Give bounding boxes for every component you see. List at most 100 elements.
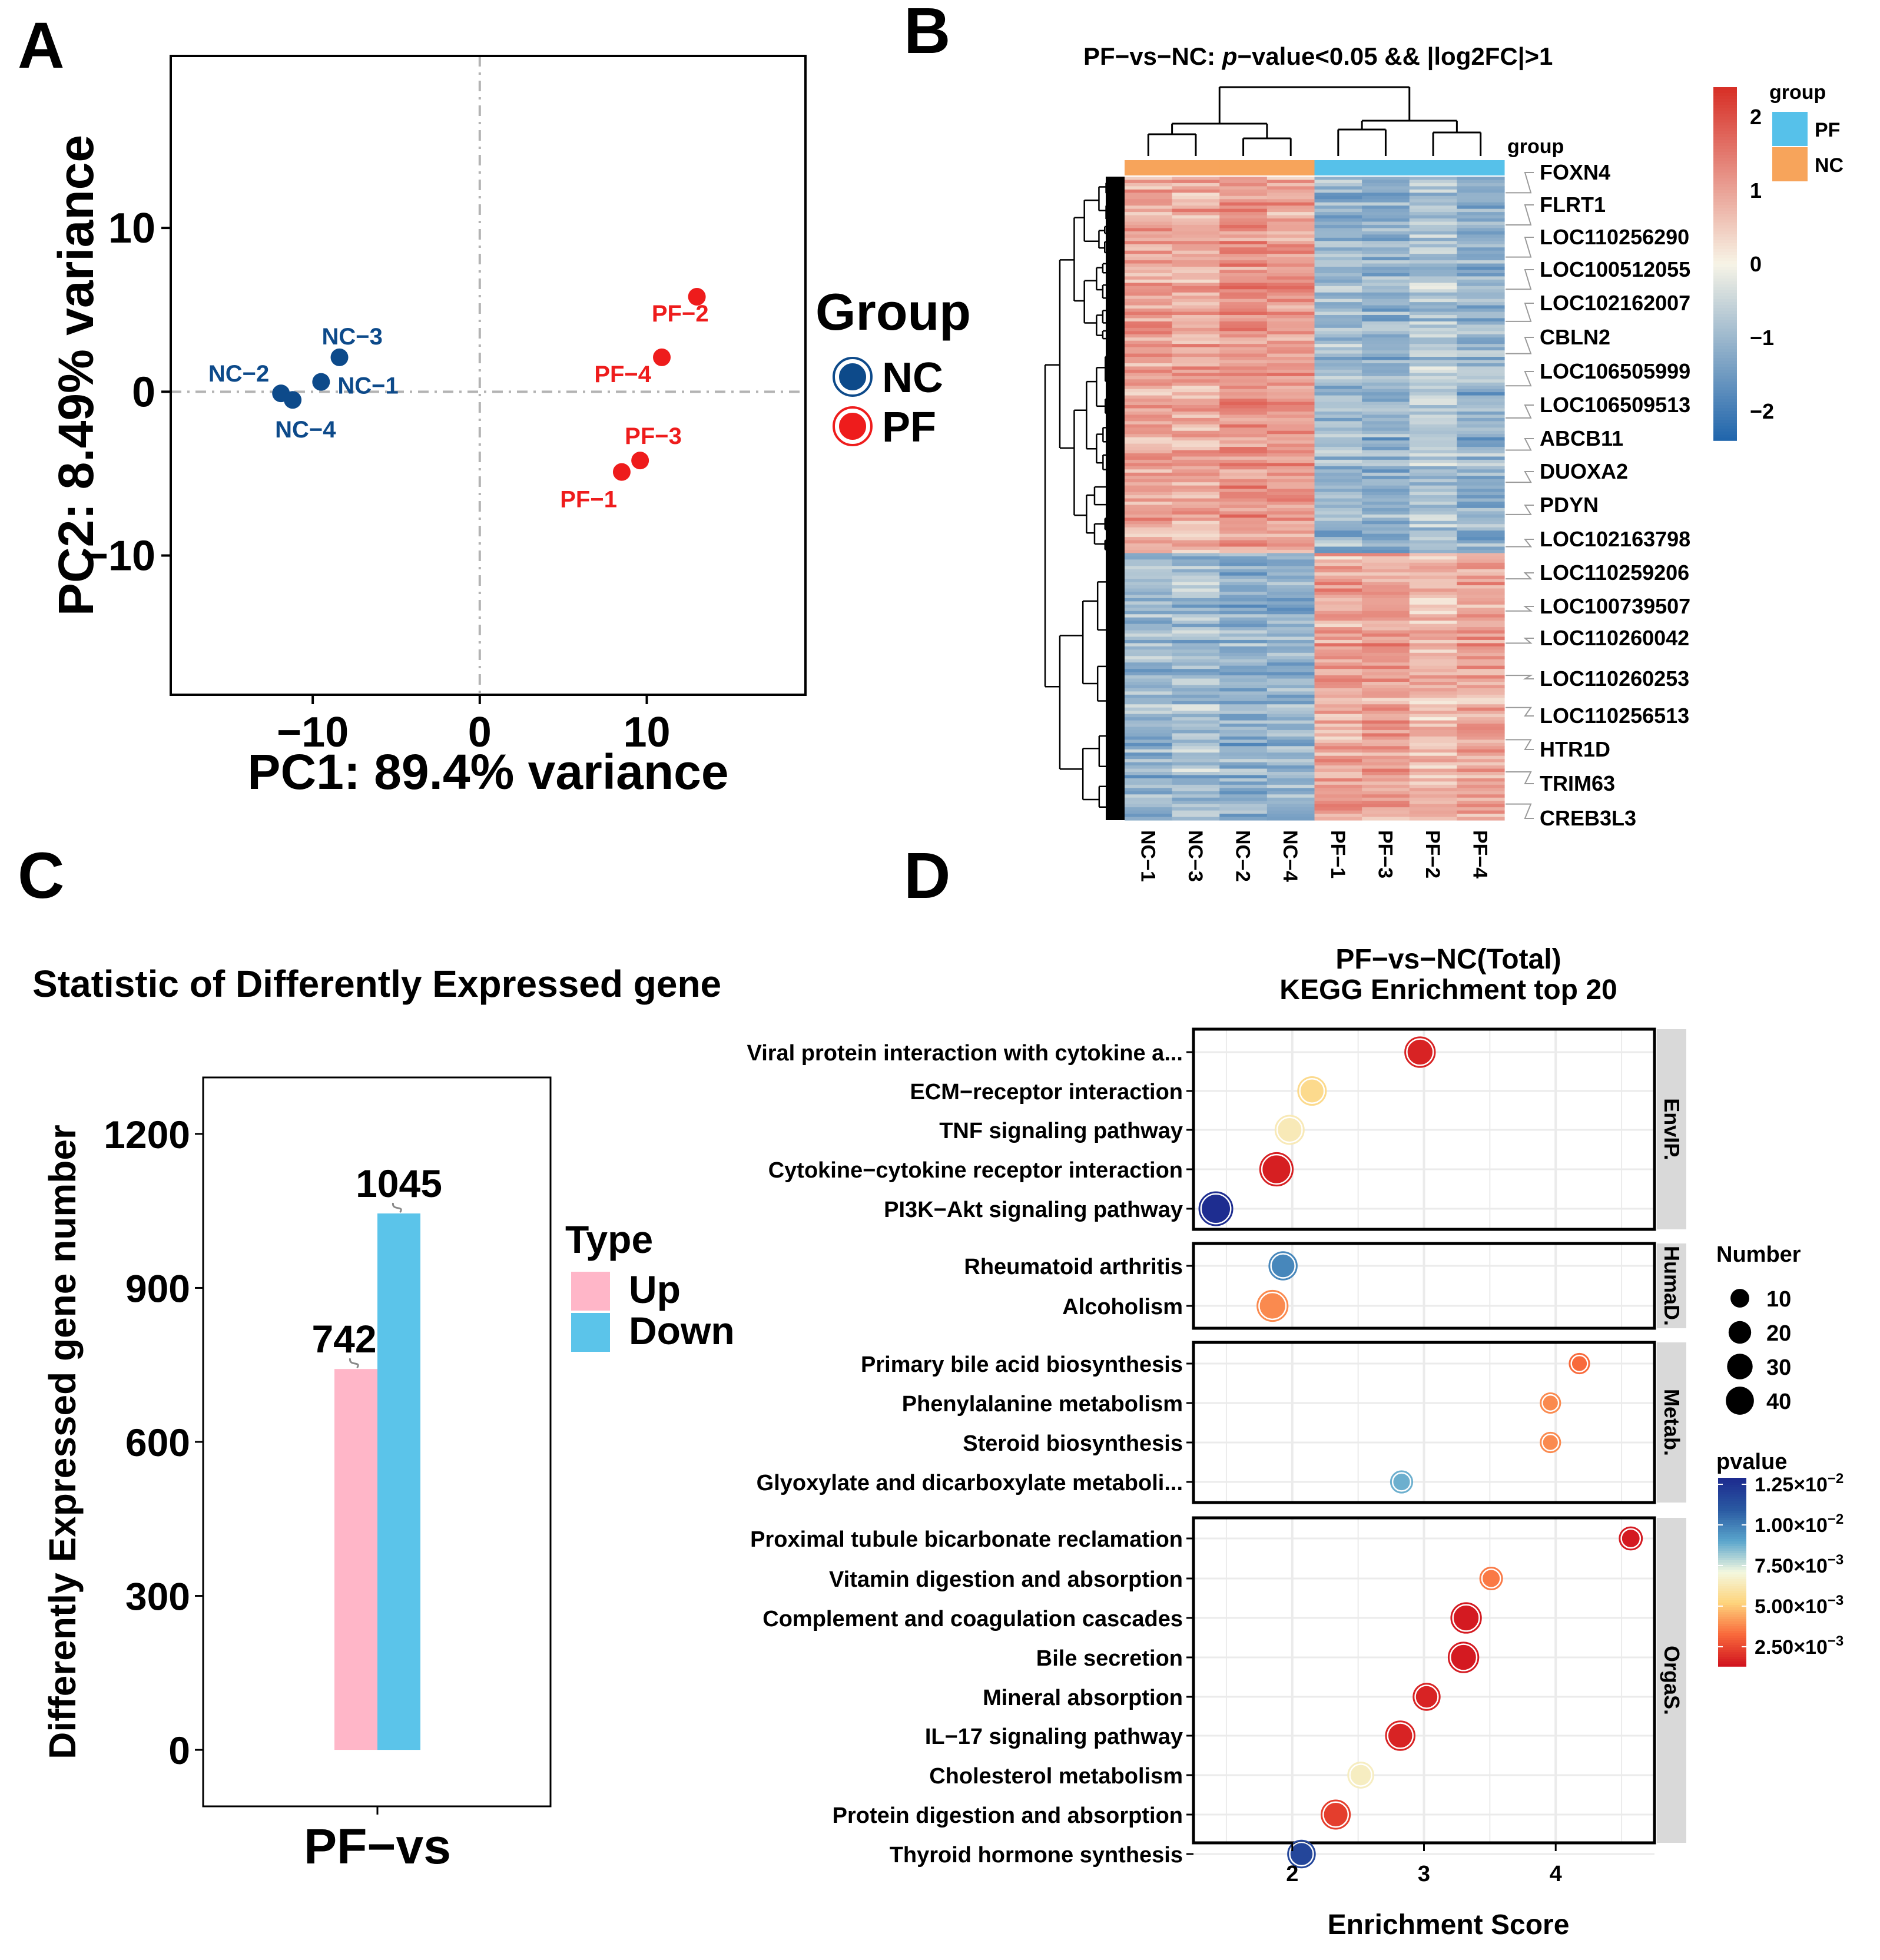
heatmap-cell [1266, 495, 1315, 499]
heatmap-cell [1362, 244, 1410, 248]
heatmap-cell [1457, 736, 1505, 740]
heatmap-cell [1266, 476, 1315, 480]
heatmap-cell [1314, 430, 1362, 435]
heatmap-cell [1409, 778, 1457, 782]
heatmap-cell [1409, 643, 1457, 647]
heatmap-cell [1172, 727, 1220, 731]
x-axis-label: Enrichment Score [1328, 1909, 1570, 1941]
heatmap-cell [1125, 340, 1173, 344]
heatmap-cell [1219, 389, 1268, 393]
heatmap-cell [1457, 643, 1505, 647]
heatmap-cell [1409, 347, 1457, 351]
heatmap-cell [1219, 652, 1268, 656]
heatmap-cell [1125, 505, 1173, 509]
colorbar-step [1718, 1600, 1746, 1603]
row-label: HTR1D [1540, 737, 1610, 761]
colorbar-step [1718, 1645, 1746, 1648]
heatmap-cell [1362, 386, 1410, 390]
heatmap-cell [1219, 791, 1268, 795]
heatmap-cell [1125, 585, 1173, 589]
heatmap-cell [1219, 414, 1268, 419]
heatmap-cell [1219, 466, 1268, 470]
column-label: PF−4 [1469, 830, 1491, 878]
heatmap-cell [1219, 759, 1268, 763]
heatmap-cell [1125, 485, 1173, 489]
colorbar-step [1713, 308, 1737, 311]
heatmap-cell [1172, 797, 1220, 801]
heatmap-cell [1457, 784, 1505, 788]
heatmap-cell [1172, 311, 1220, 316]
heatmap-cell [1362, 485, 1410, 489]
pvalue-tick-times: ×10 [1793, 1596, 1828, 1618]
heatmap-cell [1266, 643, 1315, 647]
heatmap-cell [1457, 459, 1505, 463]
term-label: Primary bile acid biosynthesis [861, 1352, 1183, 1377]
heatmap-cell [1362, 389, 1410, 393]
heatmap-cell [1457, 742, 1505, 747]
heatmap-cell [1172, 582, 1220, 586]
heatmap-cell [1362, 598, 1410, 602]
heatmap-cell [1125, 466, 1173, 470]
colorbar-step [1713, 187, 1737, 191]
heatmap-cell [1125, 724, 1173, 728]
heatmap-cell [1409, 575, 1457, 579]
heatmap-cell [1457, 601, 1505, 605]
heatmap-cell [1266, 267, 1315, 271]
heatmap-cell [1409, 566, 1457, 570]
heatmap-cell [1172, 466, 1220, 470]
heatmap-cell [1362, 646, 1410, 650]
heatmap-cell [1125, 434, 1173, 438]
heatmap-cell [1172, 224, 1220, 229]
heatmap-cell [1266, 421, 1315, 425]
heatmap-cell [1457, 485, 1505, 489]
heatmap-cell [1409, 662, 1457, 666]
size-legend-label: 10 [1766, 1287, 1791, 1312]
heatmap-cell [1266, 814, 1315, 818]
heatmap-cell [1362, 347, 1410, 351]
heatmap-cell [1266, 717, 1315, 721]
colorbar-step [1713, 90, 1737, 94]
heatmap-cell [1125, 588, 1173, 592]
heatmap-cell [1266, 669, 1315, 673]
heatmap-cell [1314, 482, 1362, 486]
heatmap-cell [1362, 376, 1410, 380]
heatmap-cell [1219, 489, 1268, 493]
heatmap-cell [1172, 801, 1220, 805]
enrichment-point [1289, 1842, 1314, 1866]
colorbar-step [1718, 1567, 1746, 1570]
panel-label-1: B [904, 0, 950, 67]
heatmap-cell [1362, 440, 1410, 445]
heatmap-cell [1409, 501, 1457, 506]
heatmap-cell [1219, 421, 1268, 425]
colorbar-step [1718, 1650, 1746, 1653]
heatmap-cell [1219, 685, 1268, 689]
heatmap-cell [1314, 537, 1362, 541]
column-label: NC−4 [1279, 830, 1301, 882]
heatmap-cell [1172, 260, 1220, 264]
heatmap-cell [1266, 701, 1315, 705]
heatmap-cell [1314, 678, 1362, 682]
heatmap-cell [1457, 704, 1505, 708]
heatmap-cell [1266, 309, 1315, 313]
heatmap-cell [1219, 678, 1268, 682]
heatmap-cell [1266, 817, 1315, 821]
colorbar-step [1718, 1661, 1746, 1664]
heatmap-cell [1409, 784, 1457, 788]
heatmap-cell [1409, 572, 1457, 576]
colorbar-step [1718, 1593, 1746, 1596]
heatmap-cell [1125, 395, 1173, 399]
colorbar-step [1713, 240, 1737, 244]
heatmap-cell [1266, 318, 1315, 322]
heatmap-cell [1172, 180, 1220, 184]
heatmap-cell [1362, 453, 1410, 457]
heatmap-cell [1172, 772, 1220, 776]
heatmap-cell [1362, 289, 1410, 293]
pvalue-tick-exponent: −2 [1828, 1471, 1843, 1487]
facet-strip [1657, 1029, 1686, 1229]
size-legend-key [1730, 1289, 1749, 1308]
heatmap-cell [1266, 302, 1315, 306]
heatmap-cell [1172, 331, 1220, 335]
heatmap-cell [1362, 733, 1410, 737]
heatmap-cell [1362, 466, 1410, 470]
heatmap-cell [1457, 267, 1505, 271]
